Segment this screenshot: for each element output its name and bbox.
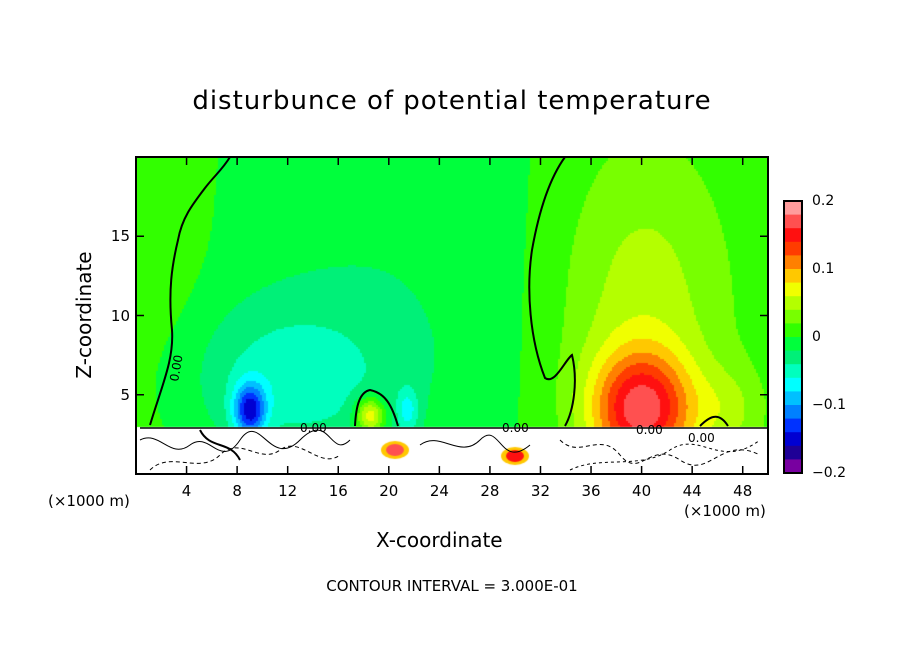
contour-label: 0.00 bbox=[636, 423, 663, 437]
axis-ticks bbox=[136, 157, 768, 474]
colorbar-swatch bbox=[784, 269, 802, 284]
contour-line bbox=[569, 439, 761, 471]
x-tick-label: 20 bbox=[379, 482, 399, 500]
colorbar-swatch bbox=[784, 377, 802, 392]
contour-line bbox=[419, 434, 531, 453]
lower-region-contours bbox=[139, 429, 761, 471]
x-tick-label: 40 bbox=[632, 482, 652, 500]
plot-frame bbox=[135, 156, 769, 475]
zero-contour-right bbox=[699, 415, 729, 427]
colorbar-swatch bbox=[784, 214, 802, 229]
y-tick-label: 5 bbox=[120, 385, 130, 404]
x-tick-label: 4 bbox=[181, 482, 192, 500]
contour-label: 0.00 bbox=[300, 421, 327, 435]
colorbar-label: 0.1 bbox=[812, 261, 835, 277]
x-unit-label-right: (×1000 m) bbox=[684, 502, 766, 520]
x-tick-label: 48 bbox=[733, 482, 753, 500]
zero-contours bbox=[140, 156, 768, 429]
x-tick-label: 24 bbox=[429, 482, 449, 500]
colorbar-swatch bbox=[784, 323, 802, 338]
contour-label: 0.00 bbox=[688, 431, 715, 445]
contour-line bbox=[559, 439, 761, 466]
zero-contour-left bbox=[149, 156, 231, 426]
zero-contour-blob bbox=[354, 388, 399, 427]
colorbar-label: 0 bbox=[812, 329, 821, 345]
colorbar-label: −0.1 bbox=[812, 397, 846, 413]
zero-contour-middle bbox=[528, 156, 576, 427]
x-tick-label: 44 bbox=[682, 482, 702, 500]
x-tick-label: 28 bbox=[480, 482, 500, 500]
colorbar-swatch bbox=[784, 350, 802, 365]
x-axis-label: X-coordinate bbox=[376, 528, 503, 552]
y-tick-label: 15 bbox=[110, 227, 130, 246]
colorbar-swatch bbox=[784, 228, 802, 243]
colorbar-swatch bbox=[784, 459, 802, 474]
x-tick-label: 8 bbox=[232, 482, 242, 500]
colorbar-label: 0.2 bbox=[812, 193, 835, 209]
colorbar-swatch bbox=[784, 201, 802, 216]
x-tick-label: 12 bbox=[278, 482, 298, 500]
colorbar-swatch bbox=[784, 405, 802, 420]
colorbar-swatch bbox=[784, 432, 802, 447]
colorbar-swatch bbox=[784, 241, 802, 256]
colorbar-swatch bbox=[784, 337, 802, 352]
contour-label: 0.00 bbox=[502, 421, 529, 435]
contour-interval-text: CONTOUR INTERVAL = 3.000E-01 bbox=[326, 577, 578, 595]
colorbar-swatch bbox=[784, 445, 802, 460]
colorbar-swatch bbox=[784, 391, 802, 406]
colorbar-swatch bbox=[784, 418, 802, 433]
y-axis-label: Z-coordinate bbox=[72, 251, 96, 379]
colorbar-swatch bbox=[784, 282, 802, 297]
contour-line bbox=[139, 429, 351, 452]
x-tick-label: 32 bbox=[530, 482, 551, 500]
colorbar-swatch bbox=[784, 255, 802, 270]
x-tick-label: 16 bbox=[328, 482, 348, 500]
y-tick-label: 10 bbox=[110, 306, 130, 325]
chart-title: disturbunce of potential temperature bbox=[192, 86, 712, 116]
contour-labels: 0.00 0.00 0.00 0.00 0.00 bbox=[167, 354, 715, 445]
x-unit-label-left: (×1000 m) bbox=[48, 492, 130, 510]
colorbar-label: −0.2 bbox=[812, 465, 846, 481]
x-tick-label: 36 bbox=[581, 482, 601, 500]
colorbar bbox=[783, 200, 803, 474]
contour-line bbox=[199, 429, 241, 461]
temperature-field-heatmap bbox=[136, 157, 768, 474]
contour-line bbox=[149, 445, 341, 471]
colorbar-frame bbox=[783, 200, 803, 474]
colorbar-swatch bbox=[784, 296, 802, 311]
colorbar-swatch bbox=[784, 309, 802, 324]
contour-label: 0.00 bbox=[167, 354, 185, 383]
colorbar-swatch bbox=[784, 364, 802, 379]
